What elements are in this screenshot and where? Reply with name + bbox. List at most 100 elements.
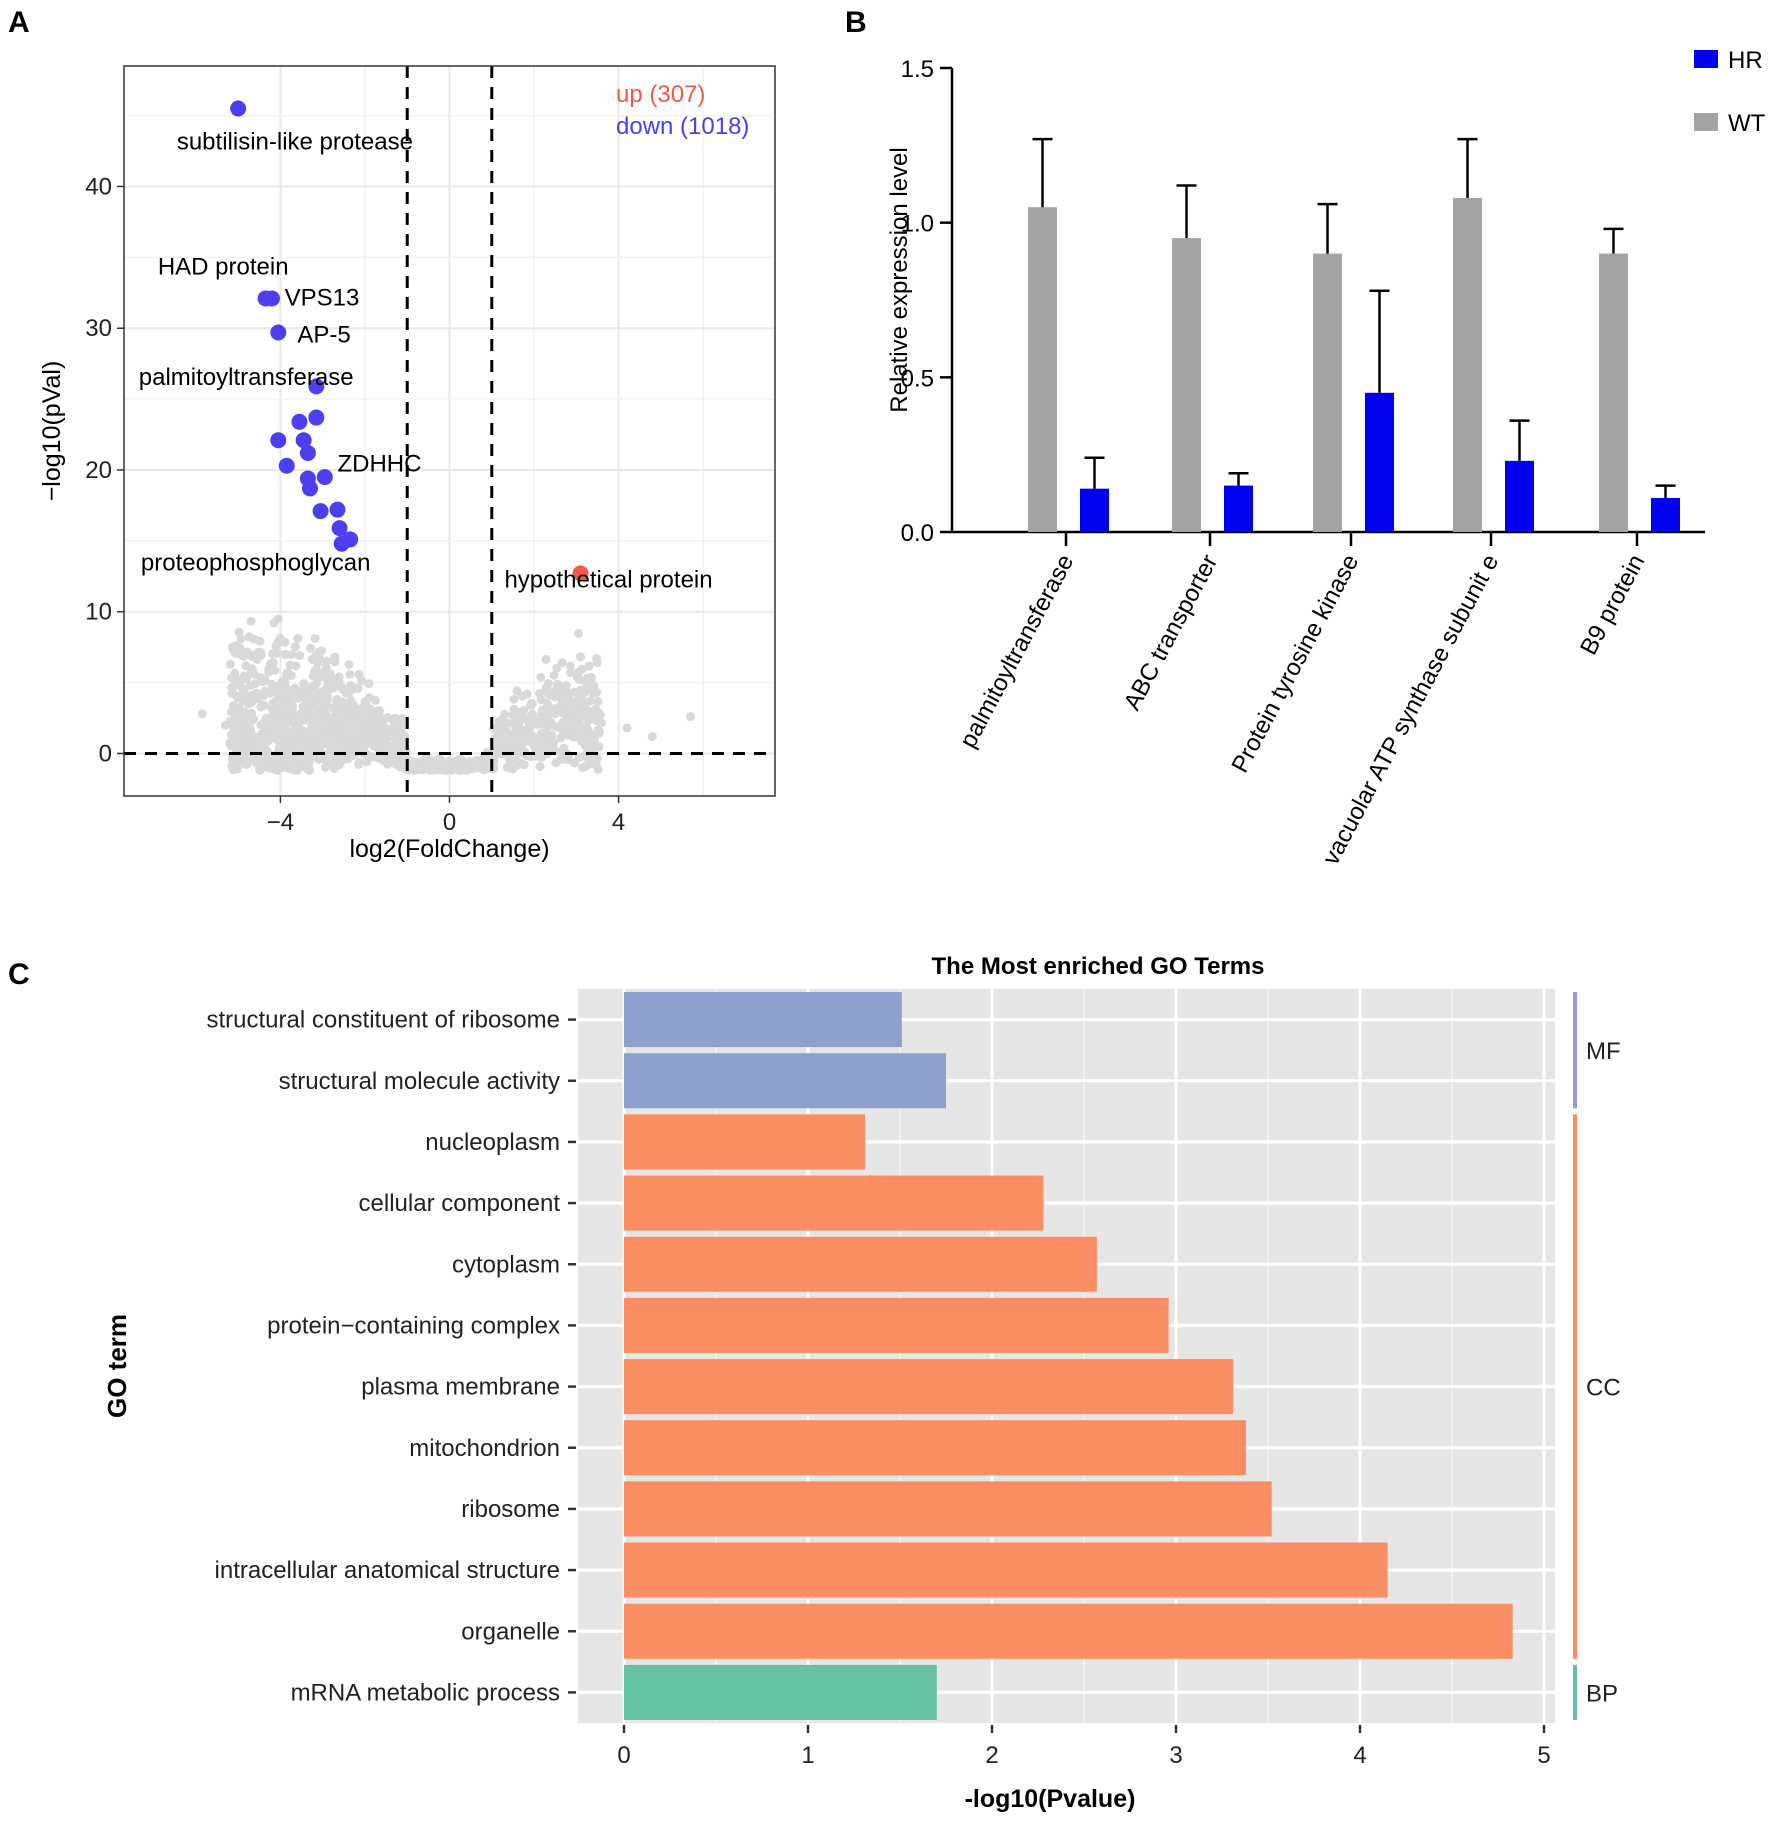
down-point xyxy=(270,324,287,341)
go-term-label: organelle xyxy=(461,1618,560,1645)
ns-point xyxy=(311,665,321,675)
ns-point xyxy=(305,756,315,766)
ns-point xyxy=(225,659,235,669)
ns-point xyxy=(537,705,547,715)
ns-point xyxy=(253,739,263,749)
ns-point xyxy=(502,726,512,736)
ns-point xyxy=(317,694,327,703)
ns-point xyxy=(293,634,303,643)
ns-point xyxy=(266,713,276,723)
ns-point xyxy=(360,697,370,707)
ns-point xyxy=(526,715,536,725)
ns-point xyxy=(561,719,571,729)
ns-point xyxy=(353,683,363,693)
down-point xyxy=(270,432,287,449)
ns-point xyxy=(434,760,444,770)
ns-point xyxy=(582,727,592,737)
go-term-label: mRNA metabolic process xyxy=(291,1679,560,1706)
y-axis-label: Relative expression level xyxy=(886,147,913,412)
ns-point xyxy=(276,740,286,750)
y-tick-label: 10 xyxy=(85,599,112,626)
ns-point xyxy=(576,652,585,662)
bar-hr xyxy=(1224,485,1253,532)
ns-point xyxy=(497,749,506,759)
ns-point xyxy=(574,728,584,738)
ns-point xyxy=(541,683,551,693)
ns-point xyxy=(256,760,266,770)
ns-point xyxy=(508,764,518,774)
ns-point xyxy=(518,691,528,701)
ns-point xyxy=(577,664,587,674)
ns-point xyxy=(229,709,239,719)
ns-point xyxy=(512,686,522,696)
ns-point xyxy=(345,711,355,721)
ns-point xyxy=(364,679,374,689)
ns-point xyxy=(315,710,325,720)
ns-point xyxy=(316,754,325,764)
ns-point xyxy=(243,741,253,751)
group-label-bp: BP xyxy=(1586,1680,1618,1707)
legend-swatch-hr xyxy=(1694,50,1718,68)
go-bar xyxy=(624,1175,1044,1231)
go-bar xyxy=(624,1664,937,1720)
down-point xyxy=(302,480,318,497)
ns-point xyxy=(345,669,355,679)
ns-point xyxy=(592,753,602,763)
x-tick-label: 3 xyxy=(1169,1742,1182,1769)
ns-point xyxy=(300,694,310,704)
ns-point xyxy=(244,753,254,763)
ns-point xyxy=(574,752,584,762)
ns-point xyxy=(225,738,235,748)
ns-point xyxy=(371,735,381,745)
ns-point xyxy=(246,681,256,690)
ns-point xyxy=(563,690,573,700)
plot-background xyxy=(578,989,1555,1723)
ns-point xyxy=(516,724,526,734)
ns-point xyxy=(590,730,600,740)
ns-point xyxy=(266,687,276,697)
go-term-label: structural molecule activity xyxy=(279,1068,560,1095)
bar-wt xyxy=(1599,253,1628,532)
ns-point xyxy=(552,722,562,732)
go-term-label: ribosome xyxy=(461,1496,560,1523)
ns-point xyxy=(452,756,462,766)
x-tick-label: 0 xyxy=(443,809,456,836)
ns-point xyxy=(588,689,598,698)
ns-point xyxy=(336,744,346,754)
expression-bar-chart: 0.0 0.5 1.0 1.5 palmitoyltransferase ABC tran… xyxy=(886,47,1766,869)
ns-point xyxy=(582,673,592,683)
ns-point xyxy=(240,689,249,699)
ns-point xyxy=(287,650,297,660)
ns-point xyxy=(299,679,309,689)
ns-point xyxy=(567,706,577,716)
go-term-label: cellular component xyxy=(359,1190,561,1217)
legend-label-hr: HR xyxy=(1728,47,1763,74)
ns-point xyxy=(685,712,695,722)
ns-point xyxy=(326,745,336,755)
ns-point xyxy=(463,762,473,772)
point-label: palmitoyltransferase xyxy=(139,364,354,391)
ns-point xyxy=(280,716,290,726)
ns-point xyxy=(584,661,594,671)
ns-point xyxy=(339,718,349,728)
ns-point xyxy=(306,643,315,653)
ns-point xyxy=(334,672,344,682)
ns-point xyxy=(574,688,584,698)
ns-point xyxy=(266,730,276,740)
ns-point xyxy=(373,742,383,752)
ns-point xyxy=(236,634,246,644)
ns-point xyxy=(310,633,320,643)
ns-point xyxy=(557,698,567,708)
ns-point xyxy=(559,743,569,753)
ns-point xyxy=(454,765,464,775)
ns-point xyxy=(295,651,305,661)
ns-point xyxy=(506,734,516,744)
ns-point xyxy=(231,691,241,701)
x-tick-label: 2 xyxy=(985,1742,998,1769)
category-label: B9 protein xyxy=(1575,550,1650,659)
ns-point xyxy=(357,676,366,686)
ns-point xyxy=(582,680,592,690)
ns-point xyxy=(240,715,250,724)
ns-point xyxy=(589,742,599,752)
